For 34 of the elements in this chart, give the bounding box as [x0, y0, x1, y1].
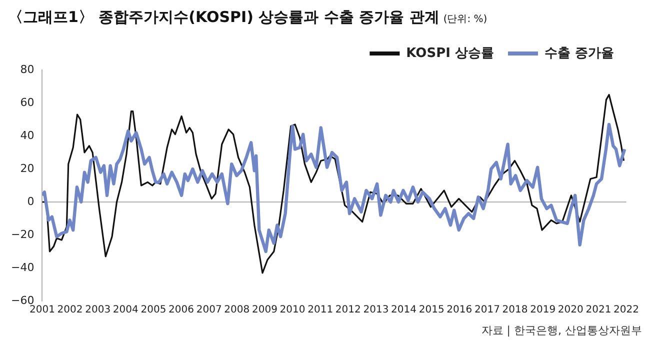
x-tick-label: 2001: [29, 304, 55, 316]
x-tick-label: 2007: [196, 304, 222, 316]
y-tick-label: −40: [10, 260, 34, 274]
x-tick-label: 2008: [224, 304, 250, 316]
y-tick-label: 80: [20, 62, 34, 76]
x-tick-label: 2012: [335, 304, 361, 316]
x-tick-label: 2020: [558, 304, 584, 316]
x-tick-label: 2002: [57, 304, 83, 316]
x-tick-label: 2013: [363, 304, 389, 316]
legend-label: 수출 증가율: [544, 46, 614, 61]
y-tick-label: −20: [10, 228, 34, 241]
x-tick-label: 2017: [474, 304, 500, 316]
x-tick-label: 2015: [418, 304, 444, 316]
text: 자료 | 한국은행, 산업통상자원부: [480, 323, 642, 338]
x-tick-label: 2004: [112, 304, 138, 316]
x-tick-label: 2018: [502, 304, 528, 316]
x-tick-label: 2011: [308, 304, 334, 316]
x-tick-label: 2005: [140, 304, 166, 316]
x-tick-label: 2009: [252, 304, 278, 316]
chart-title: 〈그래프1〉 종합주가지수(KOSPI) 상승률과 수출 증가율 관계: [8, 8, 440, 26]
x-tick-label: 2021: [586, 304, 612, 316]
y-tick-label: 20: [20, 162, 34, 175]
x-tick-label: 2010: [280, 304, 306, 316]
x-tick-label: 2019: [530, 304, 556, 316]
y-tick-label: 0: [27, 194, 34, 208]
y-tick-label: 40: [20, 128, 34, 142]
legend-label: KOSPI 상승률: [406, 46, 494, 61]
y-tick-label: 60: [20, 96, 34, 109]
x-tick-label: 2006: [168, 304, 194, 316]
chart-subtitle: (단위: %): [443, 14, 488, 25]
x-tick-label: 2003: [85, 304, 111, 316]
x-tick-label: 2016: [446, 304, 472, 316]
x-tick-label: 2014: [391, 304, 416, 316]
x-tick-label: 2022: [614, 304, 639, 316]
